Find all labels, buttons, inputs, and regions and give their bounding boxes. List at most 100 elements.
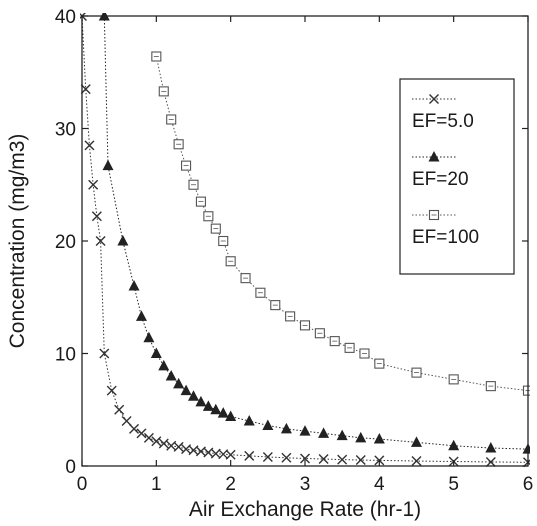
series-3-point-6 [188, 179, 199, 190]
series-3-point-23 [448, 374, 459, 385]
series-3-point-8 [203, 211, 214, 222]
series-2-point-18 [243, 415, 255, 426]
series-2-point-7 [150, 347, 162, 358]
y-tick-label-40: 40 [55, 7, 76, 28]
series-1-point-9 [114, 404, 125, 415]
series-1-point-33 [411, 456, 422, 467]
series-3-point-24 [485, 381, 496, 392]
x-tick-label-3: 3 [300, 474, 311, 495]
series-2-point-19 [262, 419, 274, 430]
axis-ticks: 0 1 2 3 4 5 6 0 10 20 30 40 [55, 7, 533, 495]
series-1-point-10 [121, 416, 132, 426]
series-2-point-22 [318, 427, 330, 438]
series-2-point-23 [336, 429, 348, 441]
legend-label-1: EF=5.0 [412, 111, 474, 132]
series-2-point-15 [210, 403, 222, 415]
series-1-point-5 [91, 211, 102, 222]
series-1-point-25 [244, 450, 255, 461]
series-3-point-3 [166, 114, 177, 125]
x-axis-title: Air Exchange Rate (hr-1) [189, 498, 421, 521]
series-1-point-3 [84, 140, 95, 151]
series-1 [80, 13, 530, 468]
series-3-point-7 [195, 196, 206, 207]
series-3-point-15 [285, 311, 296, 322]
curves-layer [80, 13, 530, 468]
series-2-point-27 [448, 439, 460, 451]
series-3-point-18 [329, 336, 340, 347]
series-2-point-26 [411, 436, 422, 447]
legend-marker-2 [428, 151, 440, 162]
series-2-point-20 [280, 422, 292, 434]
series-1-point-26 [262, 452, 273, 462]
series-3-point-11 [225, 256, 236, 267]
series-3-point-1 [151, 51, 162, 62]
series-2-point-16 [217, 407, 229, 418]
x-tick-label-6: 6 [523, 474, 534, 495]
series-1-point-27 [281, 452, 292, 463]
x-tick-label-1: 1 [151, 474, 162, 495]
series-1-point-8 [106, 385, 117, 396]
series-3-point-5 [181, 160, 192, 171]
series-2-point-9 [165, 370, 177, 381]
series-2-point-1 [98, 13, 110, 21]
legend-box [399, 78, 515, 275]
x-tick-label-5: 5 [448, 474, 459, 495]
series-2-point-28 [485, 442, 497, 453]
series-1-point-13 [143, 432, 154, 443]
y-axis-title: Concentration (mg/m3) [6, 134, 29, 349]
series-1-point-11 [129, 423, 140, 434]
series-1-point-2 [80, 84, 91, 95]
series-2-point-8 [158, 359, 170, 371]
series-1-point-31 [355, 455, 366, 466]
series-1-point-6 [95, 236, 106, 246]
x-tick-label-4: 4 [374, 474, 385, 495]
series-1-point-35 [485, 456, 496, 467]
x-tick-label-2: 2 [225, 474, 236, 495]
legend-marker-1 [429, 94, 439, 104]
series-2-point-12 [188, 390, 199, 401]
series-3-point-20 [359, 348, 370, 359]
series-1-point-7 [99, 348, 110, 359]
legend-label-2: EF=20 [412, 169, 469, 190]
series-3-point-10 [218, 235, 229, 247]
series-2-point-2 [102, 159, 114, 171]
series-2-point-25 [373, 433, 385, 444]
series-3-point-12 [240, 273, 251, 284]
series-3-point-4 [173, 139, 184, 150]
series-3-point-13 [255, 287, 266, 298]
series-2 [98, 13, 530, 454]
legend: EF=5.0 EF=20 EF=100 [399, 78, 515, 275]
series-1-point-15 [158, 438, 169, 449]
series-1-point-4 [88, 179, 99, 190]
series-3-point-9 [210, 223, 221, 234]
series-2-point-14 [202, 400, 214, 411]
series-2-point-11 [180, 384, 192, 396]
series-3-point-19 [344, 342, 355, 353]
series-3 [151, 51, 530, 396]
series-3-point-2 [158, 86, 169, 97]
series-1-point-24 [225, 449, 236, 460]
series-2-point-3 [117, 235, 129, 246]
legend-entry-3: EF=100 [412, 209, 479, 248]
series-1-point-29 [318, 454, 329, 465]
y-tick-label-30: 30 [55, 120, 76, 141]
series-3-point-22 [411, 367, 422, 378]
series-1-point-17 [173, 441, 184, 452]
series-2-point-17 [225, 410, 237, 421]
series-2-point-13 [195, 395, 207, 407]
series-3-point-14 [270, 300, 281, 311]
series-1-point-12 [136, 428, 147, 439]
series-1-line [81, 15, 529, 463]
plot-area [80, 13, 530, 468]
series-3-point-17 [314, 328, 325, 339]
legend-entry-1: EF=5.0 [412, 94, 474, 132]
series-1-point-14 [151, 436, 162, 447]
series-2-point-21 [299, 425, 311, 436]
legend-marker-3 [428, 209, 440, 221]
series-2-point-4 [128, 280, 140, 291]
legend-entry-2: EF=20 [412, 151, 469, 190]
x-tick-label-0: 0 [77, 474, 88, 495]
series-1-point-28 [300, 453, 310, 464]
series-2-point-24 [355, 431, 367, 443]
